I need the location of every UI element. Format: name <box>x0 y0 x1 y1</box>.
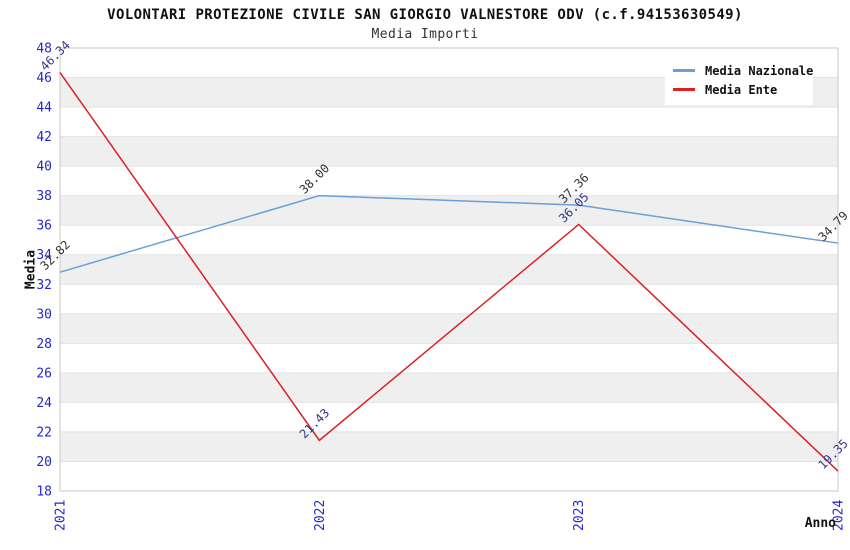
y-tick-label: 44 <box>36 101 52 116</box>
plot-border <box>59 47 839 492</box>
x-tick-label: 2021 <box>54 500 69 531</box>
y-axis-title: Media <box>23 249 39 290</box>
chart-title: VOLONTARI PROTEZIONE CIVILE SAN GIORGIO … <box>107 7 743 23</box>
grid-band <box>60 313 838 344</box>
x-tick-label: 2022 <box>313 500 328 531</box>
x-tick-label: 2024 <box>832 500 847 531</box>
chart-subtitle: Media Importi <box>371 27 479 42</box>
legend-swatch-icon <box>673 88 695 91</box>
y-tick-label: 32 <box>36 278 52 293</box>
series-line-media-nazionale <box>59 194 839 273</box>
y-tick-label: 20 <box>36 455 52 470</box>
legend-label: Media Nazionale <box>705 63 814 78</box>
y-tick-label: 38 <box>36 189 52 204</box>
legend: Media Nazionale Media Ente <box>665 56 813 105</box>
y-tick-label: 48 <box>36 42 52 57</box>
y-tick-label: 18 <box>36 485 52 500</box>
y-tick-label: 30 <box>36 307 52 322</box>
y-tick-label: 24 <box>36 396 52 411</box>
grid-band <box>60 431 838 462</box>
y-tick-label: 28 <box>36 337 52 352</box>
grid-band <box>60 254 838 285</box>
y-tick-label: 46 <box>36 71 52 86</box>
x-tick-label: 2023 <box>572 500 587 531</box>
grid-band <box>60 136 838 167</box>
legend-label: Media Ente <box>705 82 778 97</box>
grid-band <box>60 372 838 403</box>
legend-item: Media Nazionale <box>673 61 813 80</box>
y-tick-label: 36 <box>36 219 52 234</box>
y-tick-label: 22 <box>36 425 52 440</box>
y-tick-label: 40 <box>36 160 52 175</box>
x-axis-title: Anno <box>804 516 836 531</box>
y-tick-label: 42 <box>36 130 52 145</box>
series-line-media-ente <box>59 72 839 472</box>
y-tick-label: 34 <box>36 248 52 263</box>
legend-item: Media Ente <box>673 80 805 99</box>
y-tick-label: 26 <box>36 366 52 381</box>
legend-swatch-icon <box>673 69 695 72</box>
